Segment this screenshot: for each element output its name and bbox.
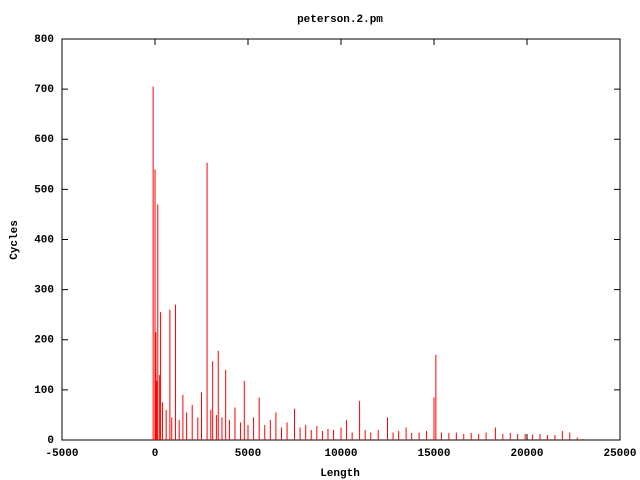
x-axis-label: Length [320,468,360,480]
x-tick-label: -5000 [45,448,78,460]
x-tick-label: 20000 [510,448,543,460]
y-tick-label: 300 [34,285,54,297]
chart-title: peterson.2.pm [297,14,383,26]
y-tick-label: 600 [34,134,54,146]
y-tick-label: 400 [34,234,54,246]
y-tick-label: 700 [34,84,54,96]
y-tick-label: 200 [34,335,54,347]
x-tick-label: 15000 [417,448,450,460]
y-tick-label: 0 [47,435,54,447]
y-tick-label: 100 [34,385,54,397]
x-tick-label: 10000 [324,448,357,460]
y-tick-label: 800 [34,34,54,46]
x-tick-label: 25000 [603,448,636,460]
y-tick-label: 500 [34,184,54,196]
y-axis-label: Cycles [9,220,21,260]
x-tick-label: 0 [152,448,159,460]
x-tick-label: 5000 [235,448,261,460]
